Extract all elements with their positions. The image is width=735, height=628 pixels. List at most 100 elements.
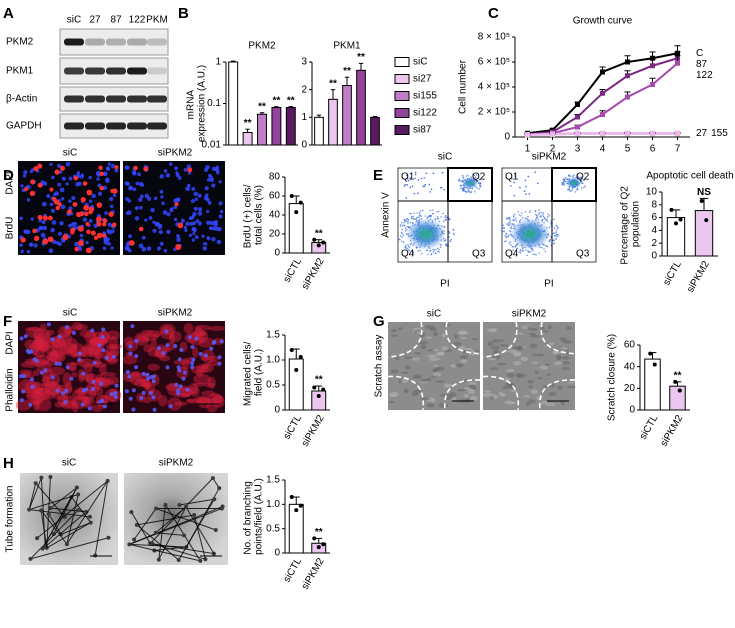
x-tick-label: 7: [675, 144, 681, 155]
nucleus: [191, 226, 197, 232]
brdu-nucleus: [37, 214, 43, 221]
x-tick-label: siPKM2: [300, 556, 327, 592]
actin: [36, 336, 48, 349]
actin: [37, 342, 48, 353]
error-bar: [316, 114, 322, 118]
scratch-edge: [482, 321, 518, 358]
nucleus: [104, 211, 109, 216]
actin: [142, 382, 153, 389]
nucleus: [197, 221, 203, 226]
actin: [24, 326, 42, 332]
event: [452, 229, 455, 231]
nucleus: [179, 347, 184, 352]
event: [524, 179, 527, 182]
event: [436, 250, 439, 253]
cell: [463, 393, 469, 398]
event: [404, 244, 407, 247]
nucleus: [160, 195, 164, 199]
event: [519, 248, 522, 251]
nucleus: [48, 248, 54, 254]
data-point: [289, 194, 294, 198]
nucleus: [139, 182, 144, 187]
nucleus: [23, 229, 28, 234]
cell: [462, 347, 473, 351]
event: [406, 177, 409, 180]
tube: [133, 508, 157, 540]
event: [523, 190, 526, 192]
event: [432, 172, 435, 175]
blot-band: [147, 38, 167, 46]
actin: [19, 369, 33, 376]
nucleus: [181, 376, 186, 381]
label-line: expression (A.U.): [196, 65, 207, 142]
actin: [35, 398, 52, 412]
event: [538, 213, 540, 216]
significance: **: [329, 78, 337, 89]
nucleus: [68, 223, 72, 228]
event: [416, 216, 419, 219]
event: [413, 217, 415, 220]
y-tick-label: 4: [651, 225, 657, 236]
data-point: [316, 545, 321, 550]
event: [406, 174, 408, 177]
branch-point: [48, 506, 53, 511]
event: [432, 212, 435, 215]
nucleus: [38, 219, 42, 223]
cell: [482, 392, 493, 398]
cell: [433, 331, 438, 337]
y-tick-label: 0: [274, 248, 280, 259]
event: [508, 242, 511, 245]
event: [429, 191, 431, 193]
event: [429, 250, 431, 252]
nucleus: [38, 225, 43, 230]
scratch-edge: [387, 375, 425, 411]
nucleus: [169, 208, 174, 213]
nucleus: [106, 241, 112, 247]
nucleus: [165, 173, 171, 178]
actin: [71, 400, 79, 413]
actin: [191, 365, 206, 374]
data-point: [674, 221, 678, 226]
cell: [553, 361, 563, 366]
blot-band: [127, 122, 147, 130]
series-label: 155: [711, 128, 728, 139]
event: [440, 186, 442, 189]
event: [517, 210, 519, 213]
actin: [43, 359, 59, 366]
panel-letter: E: [373, 167, 383, 184]
brdu-nucleus: [102, 222, 107, 227]
significance: **: [244, 118, 252, 129]
data-point: [289, 495, 294, 500]
event: [459, 187, 462, 189]
event-density: [462, 177, 478, 189]
nucleus: [202, 245, 208, 251]
actin: [35, 340, 44, 348]
quadrant-label: Q4: [505, 249, 519, 260]
nucleus: [191, 357, 196, 362]
brdu-nucleus: [55, 205, 61, 211]
marker: [600, 90, 605, 96]
actin: [83, 362, 93, 374]
actin: [42, 377, 50, 383]
cell: [559, 337, 567, 342]
event: [546, 245, 549, 248]
actin: [137, 334, 147, 340]
event: [532, 253, 534, 256]
cell: [535, 353, 545, 357]
event: [583, 179, 585, 181]
bar: [342, 85, 352, 146]
nucleus: [23, 170, 28, 175]
actin: [83, 342, 94, 355]
significance: **: [287, 95, 295, 106]
nucleus: [159, 174, 165, 179]
nucleus: [60, 204, 66, 210]
scratch-edge: [445, 321, 481, 355]
nucleus: [203, 195, 209, 201]
actin: [94, 356, 101, 368]
event: [465, 175, 468, 177]
event: [511, 223, 514, 225]
event: [445, 243, 448, 246]
actin: [207, 376, 216, 389]
brdu-nucleus: [59, 165, 66, 171]
tube: [30, 509, 79, 560]
